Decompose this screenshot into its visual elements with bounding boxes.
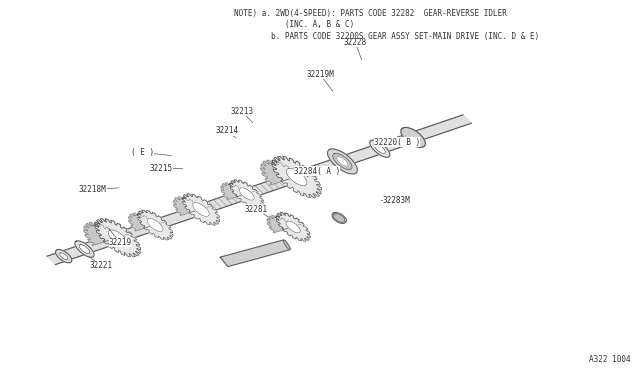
Polygon shape [374,144,385,153]
Polygon shape [267,213,303,233]
Text: 32284( A ): 32284( A ) [294,167,340,176]
Polygon shape [95,219,141,257]
Polygon shape [370,140,390,157]
Text: 32219M: 32219M [306,70,334,79]
Polygon shape [284,240,290,250]
Text: 32221: 32221 [90,262,113,270]
Polygon shape [193,203,209,217]
Polygon shape [129,210,166,231]
Text: A322 1004: A322 1004 [589,355,630,364]
Polygon shape [286,169,307,186]
Polygon shape [221,180,257,200]
Text: 32281: 32281 [244,205,268,214]
Polygon shape [230,180,264,208]
Polygon shape [79,244,90,254]
Text: 32283M: 32283M [383,196,411,205]
Text: NOTE) a. 2WD(4-SPEED): PARTS CODE 32282  GEAR-REVERSE IDLER: NOTE) a. 2WD(4-SPEED): PARTS CODE 32282 … [234,9,506,18]
Polygon shape [286,221,300,233]
Polygon shape [333,214,345,222]
Text: 32228: 32228 [344,38,367,47]
Text: 32215: 32215 [150,164,173,173]
Polygon shape [333,153,352,170]
Text: ( E ): ( E ) [131,148,154,157]
Text: b. PARTS CODE 32200S GEAR ASSY SET-MAIN DRIVE (INC. D & E): b. PARTS CODE 32200S GEAR ASSY SET-MAIN … [234,32,539,41]
Polygon shape [328,149,357,174]
Polygon shape [276,213,310,241]
Text: (INC. A, B & C): (INC. A, B & C) [234,20,354,29]
Polygon shape [147,218,163,232]
Text: 32220( B ): 32220( B ) [374,138,420,147]
Polygon shape [401,128,426,147]
Polygon shape [84,219,131,246]
Polygon shape [60,253,68,260]
Text: 32219: 32219 [109,238,132,247]
Polygon shape [260,156,311,185]
Polygon shape [272,156,321,198]
Polygon shape [220,240,291,267]
Polygon shape [56,250,72,263]
Polygon shape [108,230,127,246]
Text: 32218M: 32218M [79,185,107,194]
Polygon shape [332,212,346,224]
Text: 32214: 32214 [216,126,239,135]
Polygon shape [239,188,254,200]
Polygon shape [47,115,472,264]
Polygon shape [173,194,212,215]
Polygon shape [138,210,173,240]
Polygon shape [75,241,94,257]
Text: 32213: 32213 [230,107,253,116]
Polygon shape [182,194,220,225]
Polygon shape [337,157,348,166]
